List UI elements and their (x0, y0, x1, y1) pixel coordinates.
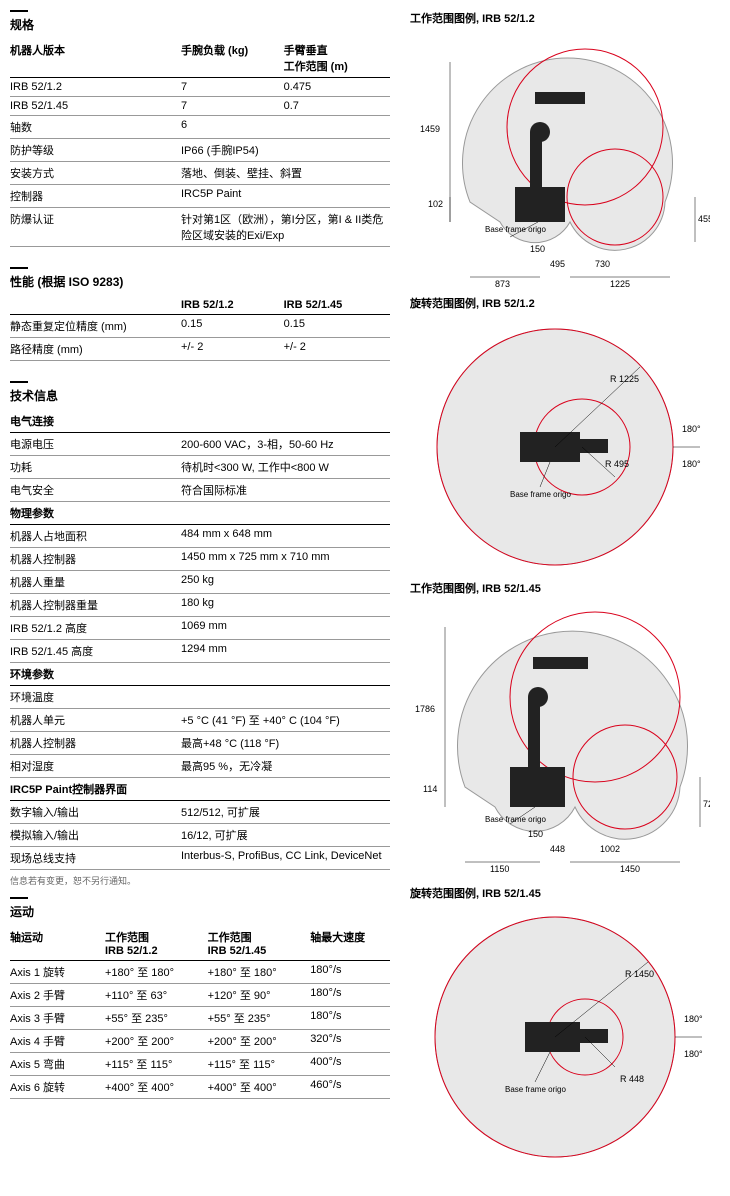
diagram-work-145: 1786 114 720 1150 448 1002 1450 150 Base… (410, 602, 710, 885)
table-row: Axis 6 旋转+400° 至 400°+400° 至 400°460°/s (10, 1076, 390, 1099)
svg-text:720: 720 (703, 799, 710, 809)
d3-title: 工作范围图例, IRB 52/1.45 (410, 580, 710, 596)
motion-title: 运动 (10, 903, 390, 920)
svg-text:180°: 180° (684, 1014, 703, 1024)
table-row: Axis 5 弯曲+115° 至 115°+115° 至 115°400°/s (10, 1053, 390, 1076)
tech-title: 技术信息 (10, 387, 390, 404)
table-row: Axis 1 旋转+180° 至 180°+180° 至 180°180°/s (10, 961, 390, 984)
svg-text:730: 730 (595, 259, 610, 269)
tech-subtable: 数字输入/输出512/512, 可扩展模拟输入/输出16/12, 可扩展现场总线… (10, 801, 390, 870)
svg-text:R 1225: R 1225 (610, 374, 639, 384)
motion-table: 轴运动 工作范围 IRB 52/1.2 工作范围 IRB 52/1.45 轴最大… (10, 926, 390, 1099)
diagram-work-12: 1459 102 455 873 495 730 1225 150 Base f… (410, 32, 710, 295)
perf-title: 性能 (根据 ISO 9283) (10, 273, 390, 290)
svg-text:1225: 1225 (610, 279, 630, 289)
svg-text:R 1450: R 1450 (625, 969, 654, 979)
svg-text:1150: 1150 (490, 864, 509, 874)
svg-text:150: 150 (530, 244, 545, 254)
svg-text:180°: 180° (684, 1049, 703, 1059)
svg-text:Base frame origo: Base frame origo (485, 815, 546, 824)
tech-subtable: 环境温度机器人单元+5 °C (41 °F) 至 +40° C (104 °F)… (10, 686, 390, 778)
spec-title: 规格 (10, 16, 390, 33)
tech-note: 信息若有变更，恕不另行通知。 (10, 874, 390, 887)
svg-text:1450: 1450 (620, 864, 640, 874)
svg-text:114: 114 (423, 784, 437, 794)
svg-text:873: 873 (495, 279, 510, 289)
d4-title: 旋转范围图例, IRB 52/1.45 (410, 885, 710, 901)
perf-table: IRB 52/1.2IRB 52/1.45 静态重复定位精度 (mm)0.150… (10, 296, 390, 361)
diagram-rot-12: R 1225 R 495 180° 180° Base frame origo (410, 317, 710, 580)
tech-subheading: 物理参数 (10, 502, 390, 525)
table-row: Axis 3 手臂+55° 至 235°+55° 至 235°180°/s (10, 1007, 390, 1030)
svg-text:1786: 1786 (415, 704, 435, 714)
spec-table: 机器人版本 手腕负载 (kg) 手臂垂直 工作范围 (m) IRB 52/1.2… (10, 39, 390, 247)
d1-title: 工作范围图例, IRB 52/1.2 (410, 10, 710, 26)
svg-text:R 448: R 448 (620, 1074, 644, 1084)
svg-text:102: 102 (428, 199, 443, 209)
svg-text:180°: 180° (682, 459, 701, 469)
tech-subheading: 环境参数 (10, 663, 390, 686)
tech-subheading: IRC5P Paint控制器界面 (10, 778, 390, 801)
svg-text:180°: 180° (682, 424, 701, 434)
d2-title: 旋转范围图例, IRB 52/1.2 (410, 295, 710, 311)
tech-subheading: 电气连接 (10, 410, 390, 433)
svg-text:1459: 1459 (420, 124, 440, 134)
tech-subtable: 机器人占地面积484 mm x 648 mm机器人控制器1450 mm x 72… (10, 525, 390, 663)
svg-text:495: 495 (550, 259, 565, 269)
tech-subtable: 电源电压200-600 VAC，3-相，50-60 Hz功耗待机时<300 W,… (10, 433, 390, 502)
svg-text:R 495: R 495 (605, 459, 629, 469)
svg-text:150: 150 (528, 829, 543, 839)
table-row: Axis 4 手臂+200° 至 200°+200° 至 200°320°/s (10, 1030, 390, 1053)
svg-text:448: 448 (550, 844, 565, 854)
svg-text:1002: 1002 (600, 844, 620, 854)
svg-text:Base frame origo: Base frame origo (485, 225, 546, 234)
svg-text:455: 455 (698, 214, 710, 224)
svg-text:Base frame origo: Base frame origo (505, 1085, 566, 1094)
table-row: Axis 2 手臂+110° 至 63°+120° 至 90°180°/s (10, 984, 390, 1007)
svg-text:Base frame origo: Base frame origo (510, 490, 571, 499)
diagram-rot-145: R 1450 R 448 180° 180° Base frame origo (410, 907, 710, 1170)
